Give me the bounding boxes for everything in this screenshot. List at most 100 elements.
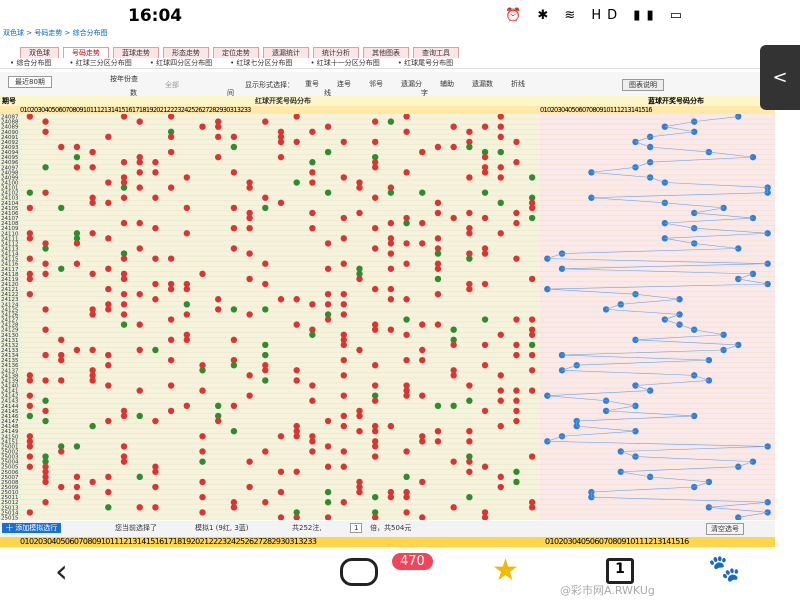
red-ball [42, 377, 49, 384]
multiple[interactable]: 1 [350, 523, 363, 533]
red-ball [434, 275, 442, 283]
red-ball [89, 164, 96, 171]
red-ball [230, 224, 238, 232]
tabs-count[interactable]: 1 [606, 558, 634, 584]
red-ball [513, 351, 520, 359]
red-ball [120, 412, 128, 420]
red-ball [528, 453, 536, 460]
red-ball [246, 179, 253, 186]
back[interactable]: ‹ [55, 552, 68, 590]
red-ball [120, 407, 128, 415]
issue: 24099 [1, 175, 19, 181]
red-ball [371, 427, 379, 435]
red-ball [120, 159, 128, 166]
issue: 25007 [1, 475, 19, 481]
red-ball [230, 143, 238, 151]
red-ball [42, 326, 49, 333]
issue: 25013 [1, 505, 19, 511]
red-ball [466, 285, 473, 293]
red-ball [371, 285, 379, 293]
red-ball [230, 402, 238, 410]
red-ball [324, 417, 332, 425]
red-ball [324, 148, 332, 156]
label: 线 [324, 89, 331, 97]
red-ball [183, 174, 191, 181]
issue: 25003 [1, 455, 19, 461]
red-ball [324, 301, 332, 308]
sub-tab[interactable]: • 综合分布图 [10, 59, 52, 67]
red-ball [387, 326, 395, 333]
period-select[interactable]: 最近80期 [8, 76, 52, 88]
sub-tab[interactable]: • 红球尾号分布图 [397, 59, 454, 67]
red-ball [42, 260, 49, 267]
red-ball [89, 422, 96, 430]
red-ball [528, 499, 536, 506]
check[interactable]: 遗漏数 [472, 80, 493, 88]
red-ball [26, 372, 34, 379]
sub-tab[interactable]: • 红球十一分区分布图 [310, 59, 380, 67]
issue: 24144 [1, 404, 19, 410]
red-ball [481, 341, 489, 349]
issue: 24129 [1, 328, 19, 334]
clear[interactable]: 清空选号 [706, 523, 744, 535]
check[interactable]: 邻号 [369, 80, 383, 88]
red-ball [371, 153, 379, 161]
check[interactable]: 遗漏分 [401, 80, 422, 88]
red-ball [105, 473, 112, 481]
red-ball [120, 453, 128, 460]
red-ball [42, 351, 49, 359]
red-ball [152, 159, 159, 166]
issue: 24092 [1, 140, 19, 146]
red-ball [136, 219, 143, 227]
issue: 24117 [1, 267, 19, 273]
red-ball [309, 128, 316, 135]
red-ball [450, 341, 457, 349]
red-ball [215, 118, 222, 125]
red-ball [89, 478, 96, 486]
red-ball [528, 351, 536, 359]
breadcrumb[interactable]: 双色球 > 号码走势 > 综合分布图 [3, 29, 108, 37]
red-ball [42, 270, 49, 278]
help[interactable]: 图表说明 [622, 79, 664, 91]
check[interactable]: 重号 [305, 80, 319, 88]
paw[interactable]: 🐾 [708, 554, 741, 584]
red-ball [324, 240, 332, 247]
sub-tab[interactable]: • 红球三分区分布图 [69, 59, 132, 67]
red-ball [105, 306, 112, 313]
red-ball [293, 509, 300, 516]
red-ball [42, 499, 49, 506]
red-ball [42, 397, 49, 404]
red-ball [73, 143, 81, 151]
check[interactable]: 连号 [337, 80, 351, 88]
sub-tab[interactable]: • 红球四分区分布图 [149, 59, 213, 67]
red-ball [497, 387, 504, 394]
sub-tab[interactable]: • 红球七分区分布图 [230, 59, 293, 67]
red-ball [309, 326, 316, 333]
issue: 24121 [1, 287, 19, 293]
red-ball [481, 316, 489, 323]
red-ball [58, 448, 65, 455]
red-ball [152, 194, 159, 201]
checks: 重号 连号 邻号 遗漏分 辅助 遗漏数 折线 [305, 79, 525, 89]
red-ball [309, 448, 316, 455]
red-ball [434, 427, 442, 435]
star[interactable]: ★ [492, 553, 519, 588]
red-ball [183, 285, 191, 293]
side-button[interactable]: < [760, 45, 800, 110]
red-ball [42, 128, 49, 135]
check[interactable]: 折线 [511, 80, 525, 88]
red-ball [419, 219, 426, 227]
issue: 24148 [1, 424, 19, 430]
red-ball [105, 488, 112, 496]
add-button[interactable]: 十 添加模拟选行 [2, 523, 62, 533]
all[interactable]: 全部 [165, 81, 179, 89]
issue: 24133 [1, 348, 19, 354]
comments[interactable] [340, 558, 378, 586]
check[interactable]: 辅助 [440, 80, 454, 88]
red-ball [497, 123, 504, 130]
issue: 24095 [1, 155, 19, 161]
red-ball [528, 367, 536, 374]
red-ball [466, 453, 473, 460]
red-ball [42, 306, 49, 313]
